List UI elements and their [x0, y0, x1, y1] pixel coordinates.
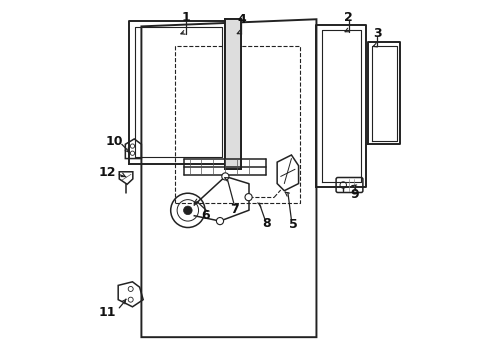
Text: 9: 9	[351, 188, 359, 201]
Text: 8: 8	[262, 217, 271, 230]
Text: 11: 11	[98, 306, 116, 319]
Circle shape	[217, 217, 223, 225]
Polygon shape	[225, 19, 242, 169]
Text: 1: 1	[182, 11, 191, 24]
Circle shape	[184, 206, 192, 215]
Circle shape	[245, 194, 252, 201]
Text: 10: 10	[106, 135, 123, 148]
Circle shape	[222, 173, 229, 180]
Text: 7: 7	[230, 203, 239, 216]
Text: 12: 12	[98, 166, 116, 179]
Text: 3: 3	[373, 27, 382, 40]
Text: 5: 5	[289, 218, 297, 231]
Text: 6: 6	[201, 209, 210, 222]
Text: 2: 2	[344, 11, 353, 24]
Text: 4: 4	[237, 13, 246, 26]
